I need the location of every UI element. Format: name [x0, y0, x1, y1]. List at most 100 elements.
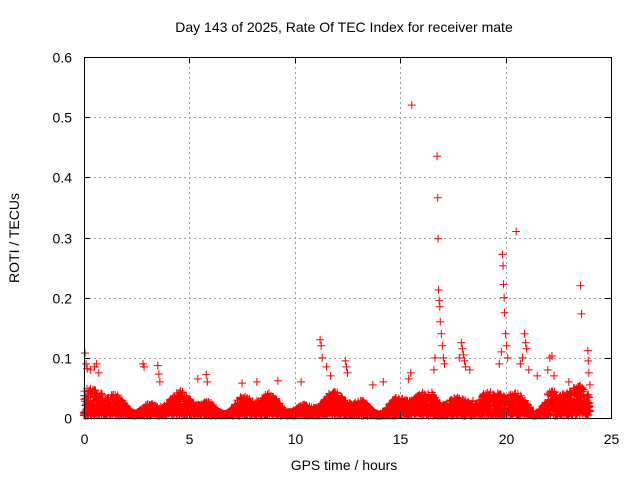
y-tick-label: 0.4 [53, 170, 73, 186]
data-point [584, 356, 593, 365]
data-point [341, 356, 350, 365]
data-point [94, 368, 103, 377]
y-tick-label: 0 [64, 411, 72, 427]
data-point [326, 371, 335, 380]
data-point [499, 280, 508, 289]
data-point [155, 377, 164, 386]
data-point [368, 380, 377, 389]
data-point [440, 359, 449, 368]
data-point [429, 365, 438, 374]
data-point [500, 293, 509, 302]
data-point [461, 362, 470, 371]
data-point [499, 261, 508, 270]
data-point [585, 380, 594, 389]
x-tick-label: 20 [499, 431, 515, 447]
data-point [458, 344, 467, 353]
chart-title: Day 143 of 2025, Rate Of TEC Index for r… [175, 19, 513, 35]
data-point [86, 365, 95, 374]
data-point [342, 362, 351, 371]
data-point [457, 338, 466, 347]
data-point [520, 329, 529, 338]
data-point [140, 362, 149, 371]
data-point [297, 377, 306, 386]
data-point [407, 101, 416, 110]
plot-frame [84, 57, 612, 419]
data-point [503, 353, 512, 362]
data-point [252, 377, 261, 386]
data-point [154, 370, 163, 379]
data-point [522, 344, 531, 353]
data-points [81, 101, 594, 389]
data-point [82, 359, 91, 368]
data-point [498, 250, 507, 259]
data-point [436, 317, 445, 326]
data-point [404, 374, 413, 383]
data-point [512, 227, 521, 236]
data-point [576, 281, 585, 290]
data-point [433, 152, 442, 161]
data-point [550, 371, 559, 380]
y-tick-label: 0.2 [53, 291, 73, 307]
y-tick-label: 0.6 [53, 50, 73, 66]
noise-floor-points [79, 382, 594, 420]
data-point [193, 374, 202, 383]
x-tick-label: 15 [393, 431, 409, 447]
data-point [439, 353, 448, 362]
grid-lines [84, 57, 611, 418]
data-point [583, 346, 592, 355]
data-point [497, 347, 506, 356]
data-point [459, 350, 468, 359]
data-point [500, 308, 509, 317]
data-point [435, 296, 444, 305]
data-point [92, 359, 101, 368]
data-point [343, 368, 352, 377]
data-point [584, 368, 593, 377]
data-point [153, 361, 162, 370]
data-point [460, 356, 469, 365]
data-point [379, 377, 388, 386]
data-point [238, 379, 247, 388]
data-point [495, 359, 504, 368]
data-point [318, 353, 327, 362]
data-point [273, 376, 282, 385]
data-point [202, 370, 211, 379]
data-point [433, 193, 442, 202]
axis-ticks: 0 0.1 0.2 0.3 0.4 0.5 0.6 0 5 10 15 20 25 [53, 50, 620, 448]
y-tick-label: 0.1 [53, 351, 73, 367]
data-point [516, 359, 525, 368]
data-point [438, 341, 447, 350]
data-point [455, 353, 464, 362]
data-point [434, 234, 443, 243]
data-point [317, 341, 326, 350]
y-axis-title: ROTI / TECUs [6, 193, 22, 283]
x-axis-title: GPS time / hours [291, 457, 398, 473]
data-point [547, 352, 556, 361]
data-point [521, 338, 530, 347]
x-tick-label: 10 [288, 431, 304, 447]
y-tick-label: 0.3 [53, 231, 73, 247]
data-point [435, 302, 444, 311]
data-point [524, 365, 533, 374]
data-point [502, 341, 511, 350]
data-point [533, 371, 542, 380]
x-tick-label: 0 [81, 431, 89, 447]
data-point [564, 377, 573, 386]
data-point [316, 335, 325, 344]
data-point [81, 349, 90, 358]
y-tick-label: 0.5 [53, 110, 73, 126]
x-tick-label: 25 [604, 431, 620, 447]
data-point [545, 353, 554, 362]
data-point [406, 368, 415, 377]
data-point [430, 353, 439, 362]
data-point [203, 377, 212, 386]
data-point [434, 285, 443, 294]
data-point [322, 362, 331, 371]
data-point [577, 309, 586, 318]
data-point [518, 353, 527, 362]
data-point [543, 365, 552, 374]
x-tick-label: 5 [186, 431, 194, 447]
data-point [437, 329, 446, 338]
data-point [465, 365, 474, 374]
noise-floor-markers [79, 382, 594, 420]
